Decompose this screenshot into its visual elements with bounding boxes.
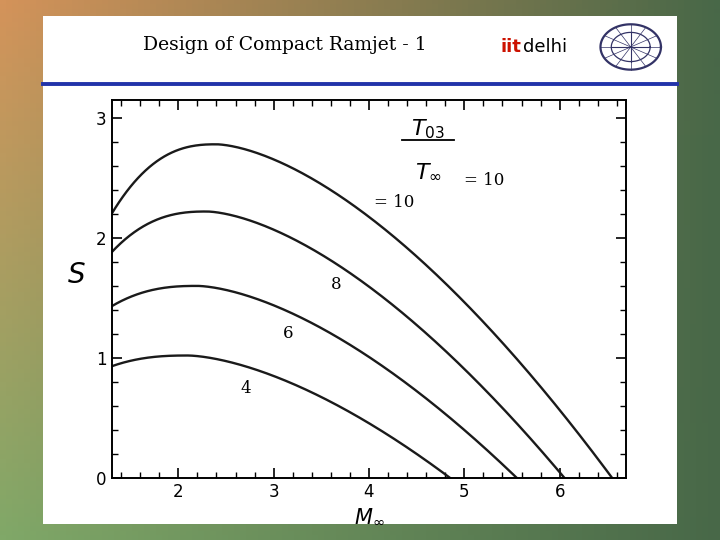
X-axis label: $M_{\infty}$: $M_{\infty}$ — [354, 507, 384, 526]
Text: = 10: = 10 — [464, 172, 505, 188]
Text: 8: 8 — [331, 276, 341, 293]
Text: $T_{\infty}$: $T_{\infty}$ — [415, 160, 441, 183]
Y-axis label: $S$: $S$ — [67, 262, 86, 289]
Text: Design of Compact Ramjet - 1: Design of Compact Ramjet - 1 — [143, 36, 426, 55]
Text: 6: 6 — [283, 325, 294, 342]
Text: iit: iit — [500, 38, 521, 56]
Text: 4: 4 — [240, 381, 251, 397]
Text: = 10: = 10 — [374, 194, 414, 211]
Text: $T_{03}$: $T_{03}$ — [411, 117, 445, 140]
FancyBboxPatch shape — [43, 16, 677, 524]
Text: delhi: delhi — [523, 38, 567, 56]
